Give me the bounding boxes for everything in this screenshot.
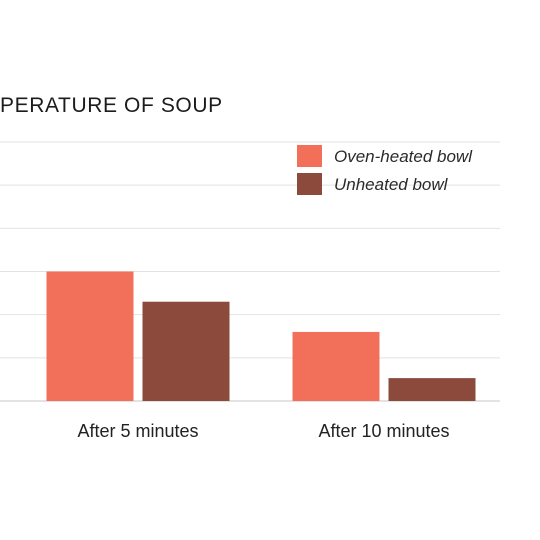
legend-label: Oven-heated bowl (334, 147, 473, 166)
legend: Oven-heated bowl Unheated bowl (297, 145, 473, 195)
chart-title: PERATURE OF SOUP (0, 94, 223, 117)
x-tick-labels: After 5 minutes After 10 minutes (77, 421, 449, 441)
bars (46, 271, 476, 401)
legend-swatch (297, 173, 322, 195)
bar-oven-heated-after-5-minutes (46, 271, 134, 401)
bar-unheated-after-10-minutes (388, 378, 476, 401)
x-tick-label: After 10 minutes (318, 421, 449, 441)
legend-label: Unheated bowl (334, 175, 449, 194)
bar-unheated-after-5-minutes (142, 301, 230, 401)
x-tick-label: After 5 minutes (77, 421, 198, 441)
legend-swatch (297, 145, 322, 167)
bar-oven-heated-after-10-minutes (292, 331, 380, 401)
